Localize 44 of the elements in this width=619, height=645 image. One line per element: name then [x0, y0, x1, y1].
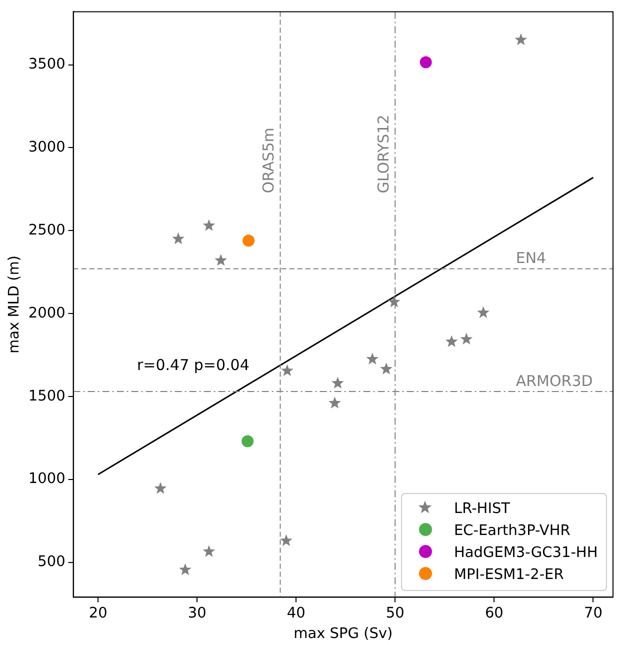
x-tick-label: 50	[386, 606, 404, 622]
ref-line-label: ORAS5m	[260, 128, 278, 194]
point	[214, 254, 228, 266]
point	[281, 364, 294, 376]
y-tick-label: 3000	[28, 139, 66, 156]
point	[202, 545, 216, 557]
point	[154, 482, 167, 494]
point	[366, 352, 379, 364]
legend-label: HadGEM3-GC31-HH	[454, 545, 598, 562]
x-axis-title: max SPG (Sv)	[294, 626, 393, 642]
point	[514, 33, 528, 46]
y-tick-label: 500	[38, 554, 66, 570]
x-tick-label: 60	[484, 606, 504, 622]
point	[332, 376, 344, 388]
ref-line-label: EN4	[516, 249, 546, 268]
y-tick-label: 2000	[28, 305, 66, 322]
x-tick-label: 20	[88, 606, 108, 622]
ref-line-label: GLORYS12	[374, 114, 393, 194]
y-axis-title: max MLD (m)	[6, 255, 22, 354]
legend-label: MPI-ESM1-2-ER	[454, 567, 564, 584]
point	[328, 396, 341, 408]
x-tick-label: 70	[584, 606, 602, 622]
y-tick-label: 1500	[28, 388, 66, 404]
point	[380, 362, 392, 374]
legend-label: LR-HIST	[454, 501, 510, 518]
point	[460, 332, 473, 345]
point	[179, 563, 192, 576]
annotation: r=0.47 p=0.04	[136, 356, 250, 374]
y-tick-label: 3500	[28, 56, 66, 73]
point	[420, 56, 432, 68]
point	[445, 335, 458, 348]
legend-label: EC-Earth3P-VHR	[454, 523, 570, 540]
point	[477, 306, 490, 318]
point	[242, 234, 255, 247]
point	[202, 219, 216, 231]
y-tick-label: 1000	[28, 471, 66, 488]
point	[242, 435, 254, 448]
x-tick-label: 30	[188, 606, 206, 622]
ref-line-label: ARMOR3D	[516, 372, 593, 390]
y-tick-label: 2500	[28, 222, 66, 238]
point	[388, 295, 400, 308]
point	[172, 232, 184, 244]
point	[280, 534, 292, 546]
x-tick-label: 40	[286, 606, 306, 622]
